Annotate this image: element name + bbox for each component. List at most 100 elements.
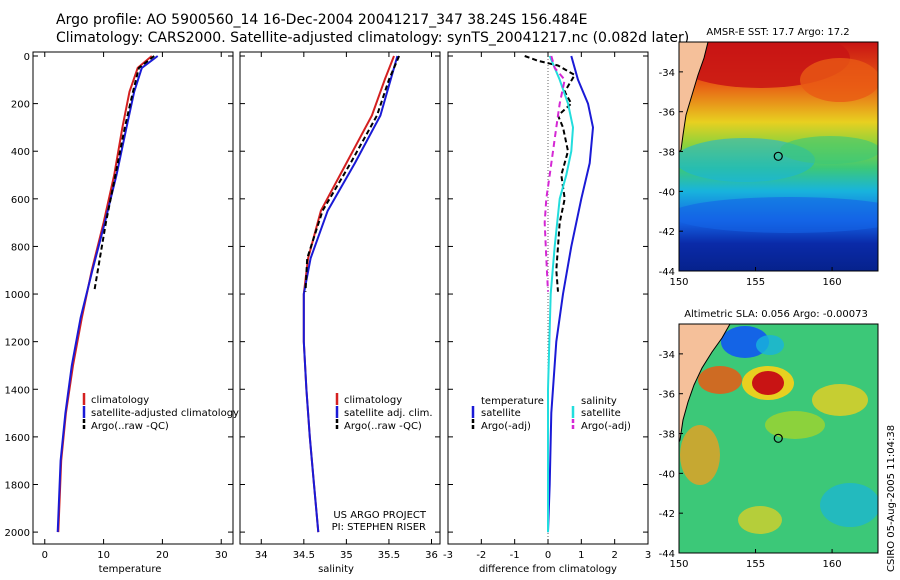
temperature-xlabel: temperature	[99, 564, 162, 575]
legend-label-temp-satellite: satellite	[481, 408, 521, 419]
x-tick-label: 0	[42, 550, 48, 561]
sst-warm-lobe	[800, 58, 878, 102]
series-line-argo-raw-qc-	[304, 55, 401, 292]
series-line-temperature-satellite	[547, 55, 594, 533]
map-y-tick-label: -40	[659, 187, 675, 198]
map-x-tick-label: 155	[746, 277, 765, 288]
x-tick-label: 3	[645, 550, 651, 561]
argo-location-marker	[773, 433, 783, 443]
map-x-tick-label: 155	[746, 559, 765, 570]
legend-label-sal-satellite: satellite	[581, 408, 621, 419]
temperature-legend: climatology satellite-adjusted climatolo…	[82, 393, 239, 432]
y-tick-label: 1000	[5, 290, 30, 301]
x-tick-label: 1	[578, 550, 584, 561]
y-tick-label: 1800	[5, 480, 30, 491]
legend-label-argo: Argo(..raw -QC)	[91, 421, 169, 432]
series-line-climatology	[302, 55, 395, 533]
map-y-tick-label: -40	[659, 469, 675, 480]
temperature-panel-frame	[32, 51, 234, 545]
map-y-tick-label: -44	[659, 549, 675, 560]
y-tick-label: 0	[24, 52, 30, 63]
y-tick-label: 600	[11, 195, 30, 206]
sla-high-coast	[680, 425, 720, 485]
sla-land	[679, 324, 731, 443]
x-tick-label: -1	[510, 550, 520, 561]
x-tick-label: -3	[443, 550, 453, 561]
series-line-climatology	[57, 55, 153, 533]
legend-label-sal-argo: Argo(-adj)	[581, 421, 631, 432]
profile-title: Argo profile: AO 5900560_14 16-Dec-2004 …	[56, 12, 588, 28]
series-line-salinity-satellite	[547, 55, 574, 533]
series-line-temperature-argo-adj-	[524, 55, 576, 292]
series-line-satellite-adj-clim-	[302, 55, 399, 533]
salinity-legend: climatology satellite adj. clim. Argo(..…	[335, 393, 433, 432]
salinity-xlabel: salinity	[318, 564, 354, 575]
series-line-argo-raw-qc-	[93, 55, 155, 292]
x-tick-label: 2	[611, 550, 617, 561]
map-y-tick-label: -34	[659, 68, 675, 79]
legend-title-salinity: salinity	[581, 396, 617, 407]
sla-heatmap	[679, 324, 878, 553]
map-y-tick-label: -38	[659, 430, 675, 441]
climatology-title: Climatology: CARS2000. Satellite-adjuste…	[56, 30, 690, 46]
map-x-tick-label: 160	[823, 559, 842, 570]
legend-label-climatology: climatology	[91, 395, 149, 406]
sst-land	[679, 42, 709, 153]
map-y-tick-label: -42	[659, 509, 675, 520]
x-tick-label: 10	[97, 550, 110, 561]
map-x-tick-label: 160	[823, 277, 842, 288]
sla-low-south	[820, 483, 878, 527]
y-tick-label: 1200	[5, 338, 30, 349]
salinity-panel-frame	[239, 51, 441, 545]
project-annotation: US ARGO PROJECT	[333, 510, 427, 521]
x-tick-label: 34	[255, 550, 268, 561]
y-tick-label: 1600	[5, 433, 30, 444]
map-y-tick-label: -34	[659, 350, 675, 361]
x-tick-label: 0	[545, 550, 551, 561]
x-tick-label: -2	[476, 550, 486, 561]
sst-front	[780, 136, 878, 164]
map-y-tick-label: -44	[659, 267, 675, 278]
csiro-stamp: CSIRO 05-Aug-2005 11:04:38	[886, 425, 897, 572]
map-y-tick-label: -36	[659, 390, 675, 401]
sla-map-frame	[678, 323, 879, 554]
sla-map-title: Altimetric SLA: 0.056 Argo: -0.00073	[684, 309, 868, 320]
sla-high-west	[698, 366, 742, 394]
legend-label-argo: Argo(..raw -QC)	[344, 421, 422, 432]
sst-map-title: AMSR-E SST: 17.7 Argo: 17.2	[706, 27, 849, 38]
y-tick-label: 2000	[5, 528, 30, 539]
x-tick-label: 35	[340, 550, 353, 561]
x-tick-label: 35.5	[378, 550, 400, 561]
sla-high-core	[752, 371, 784, 395]
y-tick-label: 200	[11, 100, 30, 111]
legend-title-temperature: temperature	[481, 396, 544, 407]
legend-label-satellite: satellite-adjusted climatology	[91, 408, 239, 419]
sst-map-frame	[678, 41, 879, 272]
legend-label-temp-argo: Argo(-adj)	[481, 421, 531, 432]
y-tick-label: 400	[11, 147, 30, 158]
sst-heatmap	[679, 42, 878, 271]
pi-annotation: PI: STEPHEN RISER	[332, 522, 426, 533]
sla-high-south	[738, 506, 782, 534]
map-x-tick-label: 150	[669, 559, 688, 570]
sla-high-east	[812, 384, 868, 416]
sla-low-north	[721, 326, 769, 358]
sla-low-north-2	[756, 335, 784, 355]
map-x-tick-label: 150	[669, 277, 688, 288]
x-tick-label: 36	[425, 550, 438, 561]
argo-location-marker	[773, 151, 783, 161]
y-tick-label: 1400	[5, 385, 30, 396]
difference-xlabel: difference from climatology	[479, 564, 617, 575]
legend-label-satellite: satellite adj. clim.	[344, 408, 433, 419]
map-y-tick-label: -38	[659, 148, 675, 159]
x-tick-label: 30	[215, 550, 228, 561]
map-y-tick-label: -42	[659, 227, 675, 238]
series-line-salinity-argo-adj-	[543, 55, 566, 292]
sla-mid	[765, 411, 825, 439]
map-y-tick-label: -36	[659, 108, 675, 119]
x-tick-label: 34.5	[293, 550, 315, 561]
y-tick-label: 800	[11, 242, 30, 253]
sst-cold-band	[679, 197, 878, 233]
legend-label-climatology: climatology	[344, 395, 402, 406]
difference-legend: temperature satellite Argo(-adj) salinit…	[471, 396, 631, 432]
